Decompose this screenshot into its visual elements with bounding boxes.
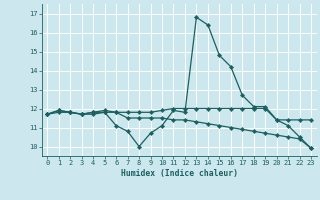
X-axis label: Humidex (Indice chaleur): Humidex (Indice chaleur) (121, 169, 238, 178)
